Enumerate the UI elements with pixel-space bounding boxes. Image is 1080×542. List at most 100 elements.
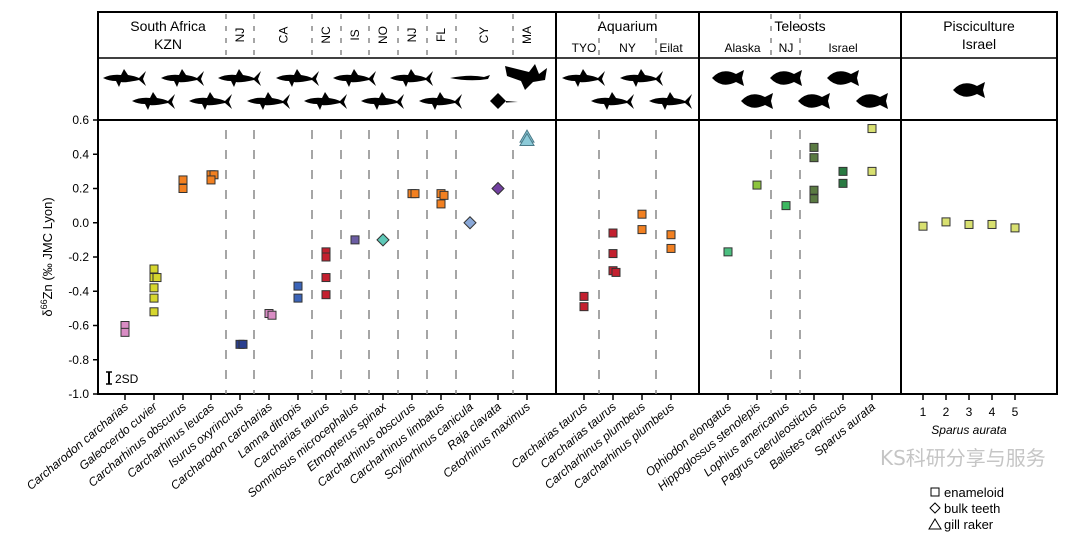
data-point-square — [752, 180, 762, 190]
data-point-square — [238, 339, 248, 349]
plot-frame — [97, 11, 1058, 395]
data-point-square — [666, 230, 676, 240]
region-label: NJ — [233, 28, 247, 43]
data-point-square — [838, 178, 848, 188]
data-point-square — [149, 293, 159, 303]
region-label: Eilat — [659, 41, 683, 55]
shark-icon — [247, 92, 290, 110]
region-label: FL — [434, 28, 448, 42]
data-point-square — [293, 293, 303, 303]
data-point-square — [867, 124, 877, 134]
data-point-square — [293, 281, 303, 291]
data-point-square — [321, 273, 331, 283]
region-label: NC — [319, 26, 333, 44]
data-point-triangle — [519, 132, 535, 147]
region-label: NO — [376, 26, 390, 44]
y-tick-label: 0.4 — [72, 147, 89, 161]
data-point-square — [439, 190, 449, 200]
shark-icon — [189, 92, 232, 110]
data-point-square — [809, 194, 819, 204]
error-bar-label: 2SD — [115, 372, 139, 386]
legend-label: bulk teeth — [944, 501, 1000, 516]
panel-title: Israel — [962, 36, 996, 52]
panel-title: Teleosts — [774, 18, 825, 34]
region-label: CY — [477, 27, 491, 44]
data-point-square — [809, 153, 819, 163]
data-point-diamond — [463, 216, 477, 230]
shark-icon — [390, 69, 433, 87]
data-point-square — [867, 166, 877, 176]
data-point-square — [152, 273, 162, 283]
data-point-square — [579, 291, 589, 301]
panel-title: Aquarium — [598, 18, 658, 34]
data-point-square — [1010, 223, 1020, 233]
x-tick-label: 4 — [989, 405, 996, 419]
data-point-square — [611, 267, 621, 277]
shark-icon — [304, 92, 347, 110]
y-tick-label: -0.2 — [68, 250, 89, 264]
y-tick-label: 0.0 — [72, 216, 89, 230]
fish-icon — [953, 82, 985, 98]
fish-icon — [798, 93, 830, 109]
x-tick-label: 2 — [943, 405, 950, 419]
data-point-square — [321, 252, 331, 262]
data-point-square — [608, 249, 618, 259]
data-point-square — [410, 189, 420, 199]
fish-icon — [856, 93, 888, 109]
fish-icon — [741, 93, 773, 109]
data-point-square — [608, 228, 618, 238]
legend-diamond-icon — [929, 502, 941, 514]
shark-icon — [218, 69, 261, 87]
fish-icon — [827, 70, 859, 86]
shark-icon — [132, 92, 175, 110]
species-label: Sparus aurata — [931, 423, 1007, 437]
data-point-square — [809, 142, 819, 152]
region-label: Israel — [828, 41, 857, 55]
shark-icon — [591, 92, 634, 110]
data-point-square — [149, 283, 159, 293]
ray-icon — [490, 93, 518, 109]
shark-icon — [161, 69, 204, 87]
data-point-square — [637, 225, 647, 235]
data-point-square — [350, 235, 360, 245]
shark-icon — [649, 92, 692, 110]
x-tick-label: 5 — [1012, 405, 1019, 419]
data-point-square — [178, 184, 188, 193]
panel-title: South Africa — [130, 18, 206, 34]
basking-shark-icon — [505, 64, 547, 90]
shark-icon — [562, 69, 605, 87]
region-label: NY — [619, 41, 636, 55]
region-label: MA — [520, 26, 534, 44]
panel-title: Pisciculture — [943, 18, 1015, 34]
panel-title: KZN — [154, 36, 182, 52]
data-point-square — [723, 247, 733, 257]
legend-square-icon — [930, 487, 940, 497]
fish-icon — [712, 70, 744, 86]
region-label: TYO — [572, 41, 597, 55]
region-label: IS — [348, 29, 362, 40]
data-point-square — [436, 199, 446, 209]
shark-icon — [620, 69, 663, 87]
y-tick-label: -0.4 — [68, 284, 89, 298]
y-axis-label: δ66Zn (‰ JMC Lyon) — [39, 197, 55, 316]
data-point-square — [321, 290, 331, 300]
data-point-square — [579, 302, 589, 312]
legend-label: enameloid — [944, 485, 1004, 500]
data-point-square — [120, 327, 130, 337]
data-point-square — [809, 185, 819, 195]
data-point-square — [987, 219, 997, 229]
data-point-diamond — [491, 181, 505, 196]
data-point-square — [149, 264, 159, 274]
shark-icon — [419, 92, 462, 110]
shark-icon — [361, 92, 404, 110]
x-tick-label: 1 — [920, 405, 927, 419]
legend-label: gill raker — [944, 517, 994, 532]
data-point-square — [206, 175, 216, 185]
region-label: NJ — [405, 28, 419, 43]
region-label: CA — [277, 27, 291, 44]
y-tick-label: 0.6 — [72, 113, 89, 127]
shark-icon — [276, 69, 319, 87]
region-label: Alaska — [724, 41, 760, 55]
y-tick-label: -1.0 — [68, 387, 89, 401]
